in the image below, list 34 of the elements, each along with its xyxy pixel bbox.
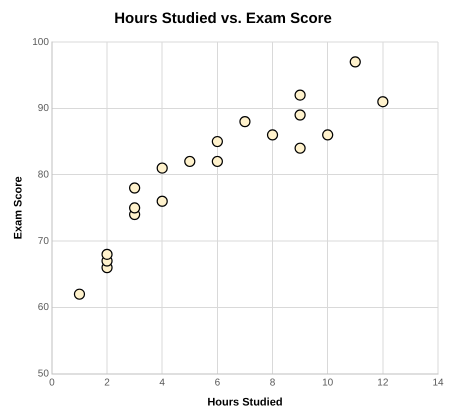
y-tick-label: 90 [38, 103, 50, 114]
y-tick-label: 60 [38, 302, 50, 314]
point [184, 156, 196, 168]
point [377, 96, 388, 108]
point [212, 156, 223, 168]
x-tick-label: 2 [104, 378, 110, 389]
point [294, 89, 306, 101]
point [294, 142, 306, 154]
y-tick-label: 70 [38, 236, 50, 247]
point [322, 129, 334, 141]
point [266, 129, 278, 141]
x-tick-label: 6 [214, 378, 221, 389]
x-tick-label: 4 [159, 378, 166, 389]
y-tick-label: 100 [32, 36, 50, 48]
x-tick-label: 8 [270, 378, 276, 389]
x-tick-label: 10 [322, 378, 334, 389]
point [156, 196, 168, 207]
point [129, 182, 140, 194]
point [156, 162, 168, 174]
x-axis-title: Hours Studied [207, 396, 283, 408]
point [212, 136, 223, 148]
point [74, 288, 86, 300]
point [101, 248, 113, 260]
point [350, 56, 361, 68]
y-tick-label: 50 [38, 368, 50, 380]
x-tick-label: 14 [432, 378, 444, 389]
x-tick-label: 12 [377, 378, 389, 389]
x-tick-label: 0 [49, 378, 56, 389]
point [294, 109, 306, 121]
point [239, 116, 251, 128]
chart-title: Hours Studied vs. Exam Score [114, 10, 332, 28]
y-tick-label: 80 [38, 169, 50, 180]
point [129, 202, 140, 214]
y-axis-title: Exam Score [12, 176, 25, 240]
